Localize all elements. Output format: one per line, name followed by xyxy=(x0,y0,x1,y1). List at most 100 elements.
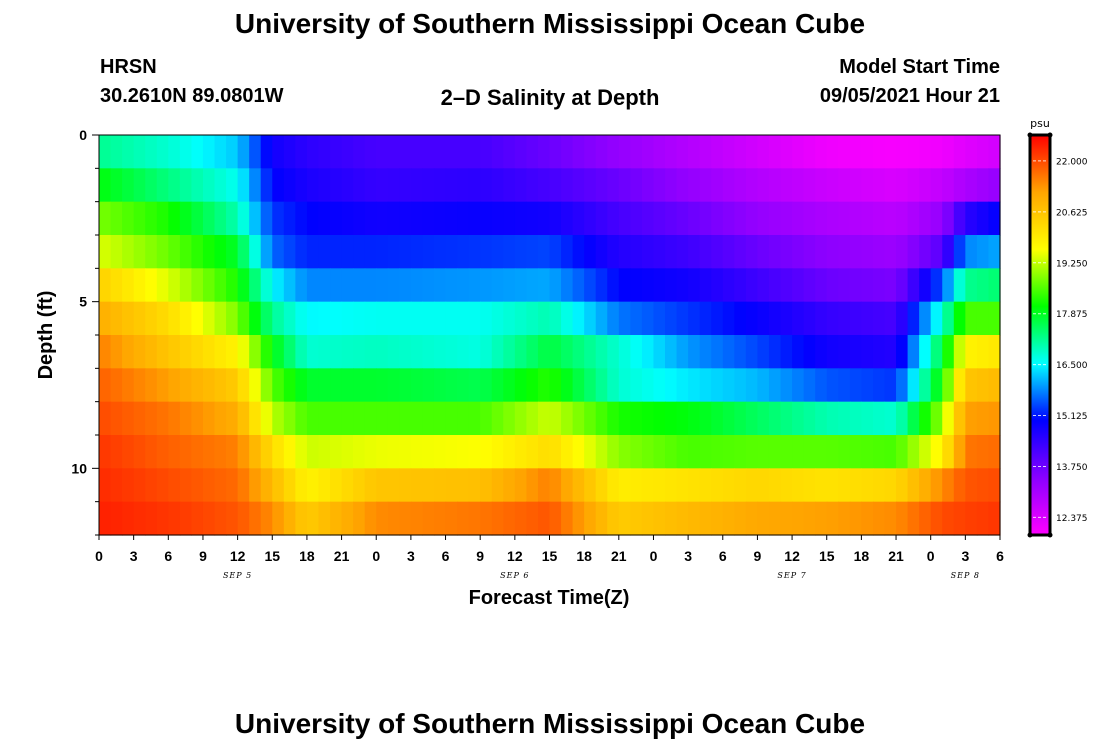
heatmap-cell xyxy=(872,335,886,369)
heatmap-cell xyxy=(699,201,712,236)
heatmap-cell xyxy=(872,201,886,236)
heatmap-cell xyxy=(433,468,447,503)
heatmap-cell xyxy=(942,335,955,369)
heatmap-cell xyxy=(919,268,932,303)
heatmap-cell xyxy=(214,368,227,403)
heatmap-cell xyxy=(665,168,678,203)
heatmap-cell xyxy=(861,401,874,436)
date-label: SEP 5 xyxy=(223,571,252,580)
heatmap-cell xyxy=(202,301,216,336)
heatmap-cell xyxy=(676,401,689,436)
heatmap-cell xyxy=(988,401,1001,436)
date-label: SEP 7 xyxy=(777,571,806,580)
heatmap-cell xyxy=(561,501,574,536)
heatmap-cell xyxy=(722,435,735,469)
heatmap-cell xyxy=(480,201,493,236)
heatmap-cell xyxy=(653,468,666,503)
heatmap-cell xyxy=(514,335,527,369)
heatmap-cell xyxy=(202,501,216,536)
heatmap-cell xyxy=(526,468,539,503)
heatmap-cell xyxy=(272,401,285,436)
heatmap-cell xyxy=(260,501,273,536)
heatmap-cell xyxy=(422,168,435,203)
heatmap-cell xyxy=(260,268,273,303)
heatmap-cell xyxy=(942,401,955,436)
heatmap-cell xyxy=(711,335,724,369)
heatmap-cell xyxy=(618,235,631,269)
heatmap-cell xyxy=(480,301,493,336)
heatmap-cell xyxy=(884,401,897,436)
heatmap-cell xyxy=(653,501,666,536)
heatmap-cell xyxy=(387,468,400,503)
heatmap-cell xyxy=(630,435,643,469)
plot-title: 2–D Salinity at Depth xyxy=(440,85,660,110)
heatmap-cell xyxy=(988,168,1001,203)
heatmap-cell xyxy=(792,401,805,436)
heatmap-cell xyxy=(133,435,146,469)
model-start-label: Model Start Time xyxy=(839,56,1000,78)
heatmap-cell xyxy=(676,201,689,236)
heatmap-cell xyxy=(214,201,227,236)
heatmap-cell xyxy=(295,235,308,269)
x-tick-label: 0 xyxy=(372,548,380,564)
heatmap-cell xyxy=(699,468,712,503)
heatmap-cell xyxy=(306,235,320,269)
heatmap-cell xyxy=(711,501,724,536)
heatmap-cell xyxy=(641,268,655,303)
heatmap-cell xyxy=(884,468,897,503)
heatmap-cell xyxy=(133,168,146,203)
heatmap-cell xyxy=(376,235,389,269)
heatmap-cell xyxy=(168,368,181,403)
heatmap-cell xyxy=(826,501,839,536)
heatmap-cell xyxy=(665,335,678,369)
heatmap-cell xyxy=(988,468,1001,503)
heatmap-cell xyxy=(942,201,955,236)
heatmap-cell xyxy=(699,268,712,303)
heatmap-cell xyxy=(953,368,966,403)
heatmap-cell xyxy=(133,501,146,536)
heatmap-cell xyxy=(688,135,701,169)
heatmap-cell xyxy=(145,135,158,169)
heatmap-cell xyxy=(780,268,793,303)
heatmap-cell xyxy=(734,501,747,536)
heatmap-cell xyxy=(480,468,493,503)
heatmap-cell xyxy=(318,168,331,203)
heatmap-cell xyxy=(768,201,782,236)
heatmap-cell xyxy=(249,201,262,236)
heatmap-cell xyxy=(110,201,123,236)
heatmap-cell xyxy=(422,501,435,536)
model-start-time: 09/05/2021 Hour 21 xyxy=(819,85,1000,107)
heatmap-cell xyxy=(884,435,897,469)
heatmap-cell xyxy=(641,501,655,536)
heatmap-cell xyxy=(156,468,169,503)
heatmap-cell xyxy=(792,235,805,269)
heatmap-cell xyxy=(595,368,608,403)
heatmap-cell xyxy=(930,201,943,236)
heatmap-cell xyxy=(595,435,608,469)
heatmap-cell xyxy=(676,468,689,503)
heatmap-cell xyxy=(872,168,886,203)
heatmap-cell xyxy=(688,168,701,203)
heatmap-cell xyxy=(272,201,285,236)
heatmap-cell xyxy=(514,368,527,403)
heatmap-cell xyxy=(168,268,181,303)
heatmap-cell xyxy=(803,268,816,303)
heatmap-cell xyxy=(537,501,551,536)
heatmap-cell xyxy=(387,135,400,169)
heatmap-cell xyxy=(803,201,816,236)
heatmap-cell xyxy=(410,235,424,269)
heatmap-cell xyxy=(930,368,943,403)
heatmap-cell xyxy=(364,468,377,503)
heatmap-cell xyxy=(572,201,585,236)
heatmap-cell xyxy=(503,401,516,436)
heatmap-cell xyxy=(306,401,320,436)
heatmap-cell xyxy=(838,235,851,269)
x-tick-label: 12 xyxy=(507,548,523,564)
heatmap-cell xyxy=(341,268,354,303)
heatmap-cell xyxy=(376,301,389,336)
heatmap-cell xyxy=(942,235,955,269)
heatmap-cell xyxy=(191,468,204,503)
heatmap-cell xyxy=(99,168,112,203)
heatmap-cell xyxy=(110,235,123,269)
heatmap-cell xyxy=(745,168,759,203)
